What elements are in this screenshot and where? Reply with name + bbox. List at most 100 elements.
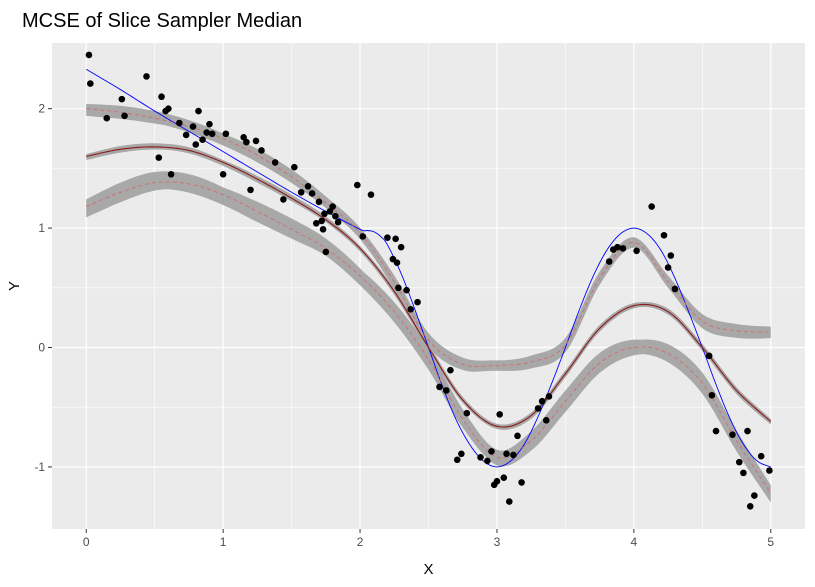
data-point bbox=[280, 196, 287, 203]
data-point bbox=[414, 298, 421, 306]
data-point bbox=[484, 457, 491, 465]
data-point bbox=[660, 231, 668, 239]
data-point bbox=[304, 182, 312, 190]
data-point bbox=[258, 147, 265, 154]
data-point bbox=[206, 120, 213, 128]
data-point bbox=[442, 387, 450, 394]
data-point bbox=[493, 477, 501, 485]
data-point bbox=[496, 411, 503, 418]
data-point bbox=[271, 159, 279, 166]
data-point bbox=[199, 136, 206, 144]
data-point bbox=[247, 186, 254, 194]
x-tick-label: 4 bbox=[631, 535, 638, 549]
data-point bbox=[312, 220, 320, 227]
data-point bbox=[354, 181, 361, 189]
data-point bbox=[744, 427, 751, 435]
data-point bbox=[500, 474, 508, 481]
data-point bbox=[458, 450, 465, 458]
x-tick-label: 1 bbox=[220, 535, 227, 549]
data-point bbox=[240, 134, 247, 141]
data-point bbox=[729, 431, 736, 438]
data-point bbox=[393, 259, 401, 267]
data-point bbox=[155, 154, 163, 161]
data-point bbox=[384, 234, 391, 241]
data-point bbox=[334, 218, 342, 226]
data-point bbox=[757, 452, 765, 460]
data-point bbox=[315, 198, 323, 206]
data-point bbox=[189, 123, 197, 130]
data-point bbox=[329, 203, 336, 210]
x-tick-label: 3 bbox=[494, 535, 501, 549]
data-point bbox=[143, 73, 150, 80]
data-point bbox=[322, 248, 330, 256]
data-point bbox=[407, 305, 415, 313]
data-point bbox=[182, 131, 190, 139]
data-point bbox=[87, 80, 94, 87]
median-curve bbox=[86, 146, 772, 428]
data-point bbox=[392, 235, 399, 243]
x-tick-label: 5 bbox=[767, 535, 774, 549]
y-tick-label: -1 bbox=[34, 460, 45, 474]
curves bbox=[86, 68, 772, 494]
data-point bbox=[648, 203, 655, 210]
data-point bbox=[510, 451, 517, 459]
data-point bbox=[514, 432, 521, 440]
data-point bbox=[614, 243, 621, 251]
data-point bbox=[447, 366, 454, 374]
data-point bbox=[367, 191, 375, 198]
y-tick-label: 0 bbox=[38, 340, 45, 354]
data-point bbox=[766, 467, 773, 474]
data-point bbox=[518, 479, 525, 486]
data-points bbox=[85, 51, 773, 510]
data-point bbox=[165, 105, 172, 112]
data-point bbox=[453, 456, 461, 464]
data-point bbox=[208, 130, 216, 138]
data-point bbox=[542, 417, 550, 424]
data-point bbox=[395, 284, 402, 292]
data-point bbox=[291, 163, 298, 171]
x-tick-label: 2 bbox=[357, 535, 364, 549]
data-point bbox=[664, 264, 672, 271]
data-point bbox=[667, 252, 675, 259]
data-point bbox=[321, 210, 328, 218]
data-point bbox=[671, 285, 679, 293]
data-point bbox=[243, 138, 250, 146]
mcse-bands bbox=[86, 103, 771, 503]
data-point bbox=[219, 171, 227, 178]
data-point bbox=[545, 393, 553, 400]
data-point bbox=[403, 286, 410, 294]
data-point bbox=[85, 51, 93, 59]
data-point bbox=[503, 450, 510, 458]
data-point bbox=[158, 93, 165, 101]
data-point bbox=[319, 225, 327, 233]
lower-quantile-curve bbox=[86, 181, 772, 494]
data-point bbox=[463, 409, 471, 417]
chart-title: MCSE of Slice Sampler Median bbox=[22, 10, 302, 32]
data-point bbox=[477, 454, 484, 461]
data-point bbox=[118, 95, 126, 103]
data-point bbox=[332, 212, 339, 220]
data-point bbox=[121, 112, 128, 120]
data-point bbox=[605, 258, 613, 265]
x-tick-label: 0 bbox=[83, 535, 90, 549]
data-point bbox=[436, 383, 443, 391]
data-point bbox=[176, 119, 183, 127]
data-point bbox=[308, 190, 316, 197]
data-point bbox=[297, 188, 305, 196]
data-point bbox=[619, 245, 627, 252]
data-point bbox=[195, 107, 202, 115]
data-point bbox=[252, 137, 260, 145]
major-gridlines bbox=[52, 43, 805, 529]
data-point bbox=[751, 492, 758, 499]
true-function-curve bbox=[86, 68, 771, 468]
data-point bbox=[359, 233, 367, 240]
data-point bbox=[735, 458, 743, 466]
data-point bbox=[534, 405, 542, 412]
x-axis-title: X bbox=[423, 561, 433, 578]
data-point bbox=[318, 217, 326, 225]
data-point bbox=[740, 469, 747, 477]
axes: 0 1 2 3 4 5 -1 0 1 2 bbox=[34, 102, 774, 549]
y-tick-label: 2 bbox=[38, 102, 45, 116]
data-point bbox=[488, 448, 495, 455]
